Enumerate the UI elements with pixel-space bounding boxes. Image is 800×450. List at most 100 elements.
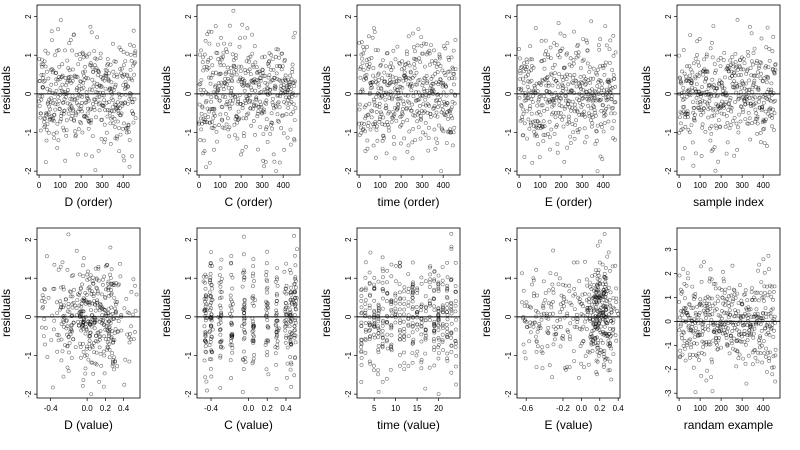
- data-point: [107, 331, 111, 336]
- data-point: [449, 130, 454, 135]
- data-point: [133, 330, 137, 334]
- data-point: [725, 329, 730, 334]
- data-point: [104, 130, 109, 135]
- data-point: [253, 298, 258, 303]
- data-point: [541, 306, 546, 310]
- y-tick-label: 1: [24, 275, 33, 280]
- data-point: [279, 83, 284, 88]
- data-point: [596, 341, 600, 345]
- data-point: [682, 346, 687, 351]
- data-point: [682, 97, 687, 101]
- data-point: [203, 314, 208, 318]
- data-point: [209, 315, 214, 320]
- data-point: [452, 76, 457, 81]
- data-point: [359, 342, 364, 347]
- data-point: [109, 292, 114, 297]
- data-point: [76, 62, 81, 67]
- data-point: [210, 327, 215, 332]
- data-point: [741, 356, 745, 361]
- data-point: [385, 123, 390, 127]
- data-point: [231, 8, 236, 13]
- data-point: [394, 79, 399, 84]
- data-point: [264, 307, 269, 312]
- data-point: [704, 378, 709, 383]
- data-point: [547, 288, 551, 293]
- data-point: [612, 76, 617, 81]
- data-point: [120, 66, 124, 71]
- data-point: [95, 286, 99, 291]
- data-point: [203, 344, 208, 349]
- data-point: [551, 110, 556, 115]
- data-point: [96, 69, 101, 74]
- data-point: [86, 300, 90, 305]
- data-point: [758, 335, 763, 340]
- data-point: [683, 358, 688, 363]
- data-point: [243, 71, 248, 76]
- data-point: [534, 308, 539, 313]
- data-point: [409, 108, 414, 113]
- data-point: [552, 62, 557, 67]
- data-point: [756, 66, 761, 71]
- data-point: [100, 319, 105, 324]
- data-point: [65, 344, 70, 349]
- data-point: [729, 109, 734, 114]
- data-point: [363, 338, 368, 343]
- data-point: [543, 97, 548, 102]
- data-point: [293, 356, 297, 361]
- data-point: [772, 289, 776, 294]
- data-point: [692, 117, 696, 122]
- data-point: [417, 78, 422, 82]
- x-tick-label: 0: [37, 181, 42, 190]
- data-point: [708, 138, 713, 143]
- data-point: [736, 301, 741, 306]
- data-point: [561, 124, 566, 129]
- data-point: [387, 109, 392, 114]
- data-point: [123, 59, 128, 64]
- data-point: [707, 126, 712, 131]
- data-point: [62, 109, 66, 114]
- data-point: [712, 330, 717, 335]
- data-point: [410, 260, 415, 265]
- y-axis-title: residuals: [319, 289, 333, 337]
- data-point: [448, 107, 453, 112]
- data-point: [202, 280, 207, 285]
- data-point: [587, 70, 592, 74]
- data-point: [716, 328, 721, 333]
- data-point: [293, 106, 298, 110]
- data-point: [767, 94, 771, 99]
- data-point: [106, 311, 111, 316]
- data-point: [409, 81, 414, 86]
- data-point: [561, 294, 566, 299]
- x-tick-label: 0.4: [118, 404, 130, 413]
- data-point: [91, 294, 96, 299]
- data-point: [609, 310, 614, 315]
- data-point: [44, 127, 49, 132]
- data-point: [216, 57, 221, 62]
- data-point: [756, 298, 761, 303]
- y-tick-label: 0: [504, 314, 513, 319]
- data-point: [708, 342, 713, 347]
- data-point: [536, 97, 541, 102]
- data-point: [422, 76, 427, 81]
- data-point: [250, 32, 255, 37]
- x-tick-label: 300: [95, 181, 109, 190]
- data-point: [726, 108, 731, 113]
- data-point: [550, 65, 555, 70]
- data-point: [380, 306, 385, 311]
- data-point: [233, 95, 238, 99]
- data-point: [577, 279, 582, 284]
- data-point: [251, 325, 256, 330]
- data-point: [437, 56, 442, 61]
- data-point: [537, 109, 541, 114]
- data-point: [716, 118, 721, 123]
- data-point: [558, 115, 563, 119]
- data-point: [83, 322, 88, 327]
- data-point: [759, 291, 763, 295]
- data-point: [84, 100, 89, 105]
- data-point: [111, 98, 116, 103]
- data-point: [112, 116, 117, 121]
- data-point: [422, 109, 427, 114]
- data-point: [728, 58, 733, 63]
- data-point: [605, 356, 610, 361]
